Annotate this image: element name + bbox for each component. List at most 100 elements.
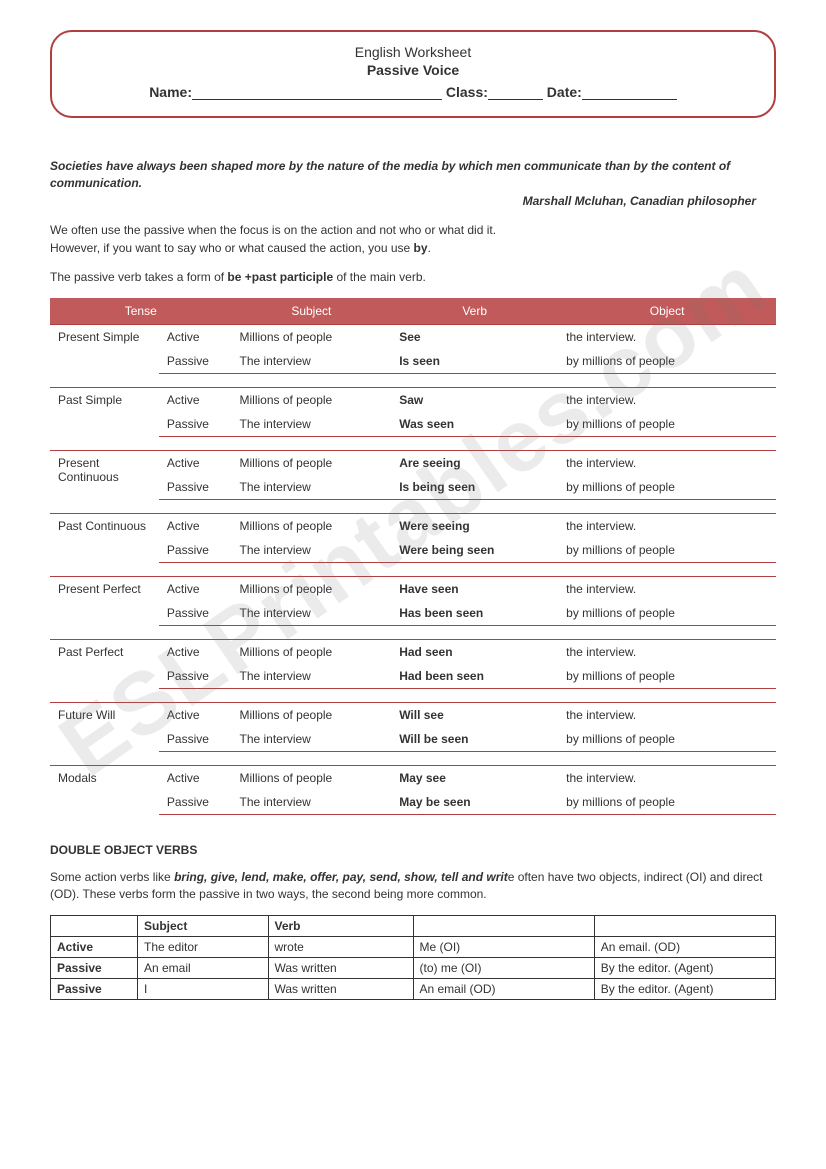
name-label: Name: — [149, 84, 192, 100]
voice-active: Active — [159, 450, 232, 475]
verb-active: Were seeing — [391, 513, 558, 538]
verb-active: Will see — [391, 702, 558, 727]
name-blank[interactable] — [192, 99, 442, 100]
subject-passive: The interview — [231, 349, 391, 374]
tense-name: Past Simple — [50, 387, 159, 436]
class-label: Class: — [446, 84, 488, 100]
verb-active: May see — [391, 765, 558, 790]
verb-passive: Were being seen — [391, 538, 558, 563]
gap-row — [50, 625, 776, 639]
gap-row — [50, 562, 776, 576]
object-active: the interview. — [558, 387, 776, 412]
table-row: Past ContinuousActiveMillions of peopleW… — [50, 513, 776, 538]
gap-row — [50, 373, 776, 387]
tense-table: Tense Subject Verb Object Present Simple… — [50, 298, 776, 815]
verb-active: Saw — [391, 387, 558, 412]
dov-obj2: By the editor. (Agent) — [594, 978, 775, 999]
table-row: Future WillActiveMillions of peopleWill … — [50, 702, 776, 727]
verb-active: See — [391, 324, 558, 349]
table-row: PassiveThe interviewWas seenby millions … — [50, 412, 776, 437]
table-header-row: Tense Subject Verb Object — [50, 298, 776, 325]
object-passive: by millions of people — [558, 349, 776, 374]
object-passive: by millions of people — [558, 412, 776, 437]
tense-name: Past Continuous — [50, 513, 159, 562]
student-fields: Name: Class: Date: — [76, 84, 750, 100]
voice-passive: Passive — [159, 601, 232, 626]
table-row: PassiveThe interviewHas been seenby mill… — [50, 601, 776, 626]
subject-active: Millions of people — [231, 765, 391, 790]
object-active: the interview. — [558, 513, 776, 538]
page: ESLPrintables.com English Worksheet Pass… — [0, 0, 826, 1040]
verb-passive: May be seen — [391, 790, 558, 815]
dov-row: ActiveThe editorwroteMe (OI)An email. (O… — [51, 936, 776, 957]
dov-verb: Was written — [268, 978, 413, 999]
subject-active: Millions of people — [231, 324, 391, 349]
table-row: PassiveThe interviewWill be seenby milli… — [50, 727, 776, 752]
object-active: the interview. — [558, 450, 776, 475]
verb-passive: Is being seen — [391, 475, 558, 500]
col-subject: Subject — [231, 298, 391, 325]
verb-passive: Has been seen — [391, 601, 558, 626]
table-row: PassiveThe interviewIs seenby millions o… — [50, 349, 776, 374]
voice-active: Active — [159, 513, 232, 538]
object-active: the interview. — [558, 765, 776, 790]
subject-active: Millions of people — [231, 450, 391, 475]
dov-rowhead: Active — [51, 936, 138, 957]
subject-passive: The interview — [231, 538, 391, 563]
gap-row — [50, 688, 776, 702]
col-object: Object — [558, 298, 776, 325]
verb-passive: Was seen — [391, 412, 558, 437]
object-passive: by millions of people — [558, 538, 776, 563]
table-row: PassiveThe interviewIs being seenby mill… — [50, 475, 776, 500]
table-row: PassiveThe interviewMay be seenby millio… — [50, 790, 776, 815]
dov-obj1: (to) me (OI) — [413, 957, 594, 978]
table-row: Present SimpleActiveMillions of peopleSe… — [50, 324, 776, 349]
dov-obj2: By the editor. (Agent) — [594, 957, 775, 978]
subject-active: Millions of people — [231, 702, 391, 727]
object-passive: by millions of people — [558, 664, 776, 689]
subject-active: Millions of people — [231, 513, 391, 538]
verb-passive: Is seen — [391, 349, 558, 374]
class-blank[interactable] — [488, 99, 543, 100]
header-box: English Worksheet Passive Voice Name: Cl… — [50, 30, 776, 118]
verb-active: Are seeing — [391, 450, 558, 475]
subject-passive: The interview — [231, 664, 391, 689]
object-active: the interview. — [558, 702, 776, 727]
dov-heading: DOUBLE OBJECT VERBS — [50, 843, 776, 857]
subject-active: Millions of people — [231, 639, 391, 664]
subject-active: Millions of people — [231, 576, 391, 601]
tense-name: Past Perfect — [50, 639, 159, 688]
dov-subject: I — [138, 978, 269, 999]
voice-passive: Passive — [159, 349, 232, 374]
verb-passive: Had been seen — [391, 664, 558, 689]
intro-p1: We often use the passive when the focus … — [50, 222, 776, 239]
intro-p2: However, if you want to say who or what … — [50, 240, 776, 257]
voice-passive: Passive — [159, 790, 232, 815]
worksheet-subtitle: Passive Voice — [76, 62, 750, 78]
object-active: the interview. — [558, 639, 776, 664]
dov-rowhead: Passive — [51, 978, 138, 999]
subject-passive: The interview — [231, 790, 391, 815]
voice-active: Active — [159, 702, 232, 727]
quote-attribution: Marshall Mcluhan, Canadian philosopher — [50, 194, 776, 208]
table-row: Present PerfectActiveMillions of peopleH… — [50, 576, 776, 601]
object-active: the interview. — [558, 576, 776, 601]
intro-p3: The passive verb takes a form of be +pas… — [50, 269, 776, 286]
dov-head-row: Subject Verb — [51, 915, 776, 936]
table-row: Present ContinuousActiveMillions of peop… — [50, 450, 776, 475]
dov-obj2: An email. (OD) — [594, 936, 775, 957]
voice-active: Active — [159, 765, 232, 790]
date-blank[interactable] — [582, 99, 677, 100]
object-active: the interview. — [558, 324, 776, 349]
dov-rowhead: Passive — [51, 957, 138, 978]
voice-passive: Passive — [159, 664, 232, 689]
voice-active: Active — [159, 639, 232, 664]
verb-active: Have seen — [391, 576, 558, 601]
voice-active: Active — [159, 324, 232, 349]
table-row: ModalsActiveMillions of peopleMay seethe… — [50, 765, 776, 790]
gap-row — [50, 436, 776, 450]
dov-subject: An email — [138, 957, 269, 978]
dov-obj1: Me (OI) — [413, 936, 594, 957]
voice-passive: Passive — [159, 727, 232, 752]
voice-active: Active — [159, 387, 232, 412]
